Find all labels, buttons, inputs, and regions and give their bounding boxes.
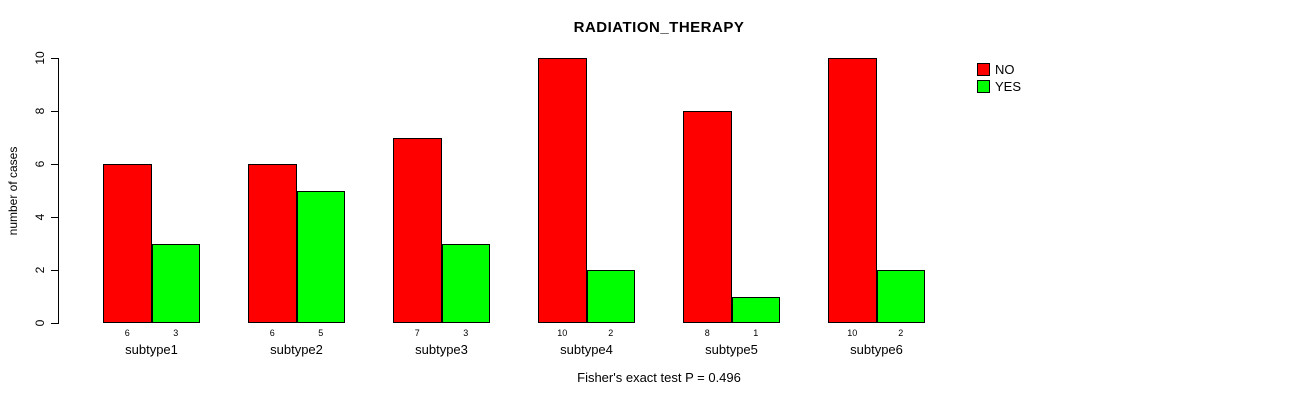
- legend-label: NO: [995, 62, 1015, 77]
- y-tick-mark: [51, 270, 58, 271]
- bar-no-subtype5: [683, 111, 732, 323]
- x-category-label: subtype5: [705, 342, 758, 357]
- bar-no-subtype4: [538, 58, 587, 323]
- bar-value-label: 3: [463, 328, 469, 338]
- bar-no-subtype2: [248, 164, 297, 323]
- bar-yes-subtype2: [296, 190, 345, 323]
- legend-item-yes: YES: [977, 78, 1021, 95]
- bar-yes-subtype3: [441, 243, 490, 323]
- y-tick-mark: [51, 111, 58, 112]
- chart-title: RADIATION_THERAPY: [573, 19, 745, 36]
- bar-value-label: 6: [124, 328, 130, 338]
- x-category-label: subtype2: [270, 342, 323, 357]
- y-tick-label: 10: [33, 51, 47, 65]
- x-category-label: subtype3: [415, 342, 468, 357]
- legend-label: YES: [995, 79, 1022, 94]
- y-tick-label: 2: [33, 266, 47, 274]
- legend-item-no: NO: [977, 61, 1021, 78]
- bar-yes-subtype1: [151, 243, 200, 323]
- bar-value-label: 2: [898, 328, 904, 338]
- bar-yes-subtype4: [586, 270, 635, 323]
- y-tick-label: 0: [33, 319, 47, 327]
- y-tick-mark: [51, 164, 58, 165]
- x-category-label: subtype4: [560, 342, 613, 357]
- bar-yes-subtype5: [731, 296, 780, 323]
- legend: NO YES: [977, 61, 1021, 95]
- y-tick-label: 4: [33, 213, 47, 221]
- bar-value-label: 10: [847, 328, 858, 338]
- bar-value-label: 2: [608, 328, 614, 338]
- bar-yes-subtype6: [876, 270, 925, 323]
- y-axis-line: [58, 58, 59, 324]
- y-tick-mark: [51, 217, 58, 218]
- y-tick-mark: [51, 323, 58, 324]
- bar-no-subtype3: [393, 137, 442, 323]
- x-category-label: subtype1: [125, 342, 178, 357]
- bar-value-label: 7: [414, 328, 420, 338]
- x-category-label: subtype6: [850, 342, 903, 357]
- bar-value-label: 10: [557, 328, 568, 338]
- y-axis-title: number of cases: [6, 146, 20, 236]
- bar-value-label: 1: [753, 328, 759, 338]
- annotation-text: Fisher's exact test P = 0.496: [577, 370, 741, 385]
- bar-value-label: 8: [704, 328, 710, 338]
- y-tick-mark: [51, 58, 58, 59]
- bar-no-subtype1: [103, 164, 152, 323]
- y-tick-label: 8: [33, 107, 47, 115]
- legend-swatch-yes: [977, 80, 990, 93]
- bar-value-label: 6: [269, 328, 275, 338]
- y-tick-label: 6: [33, 160, 47, 168]
- legend-swatch-no: [977, 63, 990, 76]
- bar-value-label: 3: [173, 328, 179, 338]
- bar-value-label: 5: [318, 328, 324, 338]
- bar-no-subtype6: [828, 58, 877, 323]
